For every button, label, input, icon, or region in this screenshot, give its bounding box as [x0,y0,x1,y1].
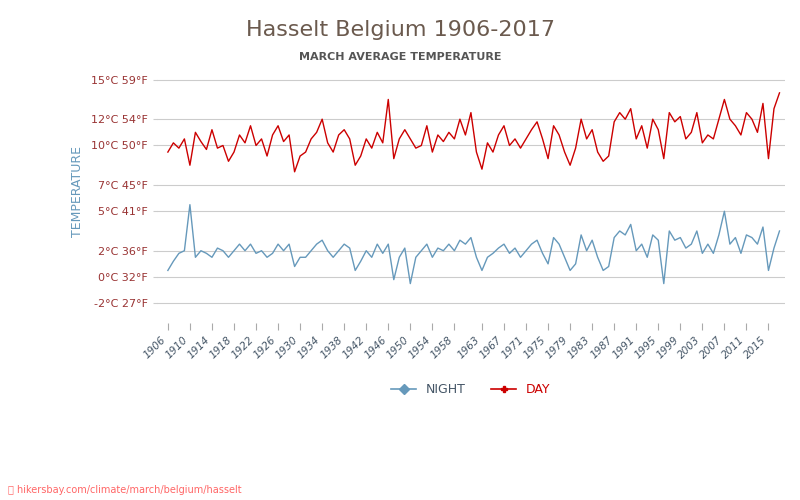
Y-axis label: TEMPERATURE: TEMPERATURE [71,146,84,237]
Legend: NIGHT, DAY: NIGHT, DAY [386,378,556,401]
Text: MARCH AVERAGE TEMPERATURE: MARCH AVERAGE TEMPERATURE [298,52,502,62]
Text: Hasselt Belgium 1906-2017: Hasselt Belgium 1906-2017 [246,20,554,40]
Text: 🔗 hikersbay.com/climate/march/belgium/hasselt: 🔗 hikersbay.com/climate/march/belgium/ha… [8,485,242,495]
